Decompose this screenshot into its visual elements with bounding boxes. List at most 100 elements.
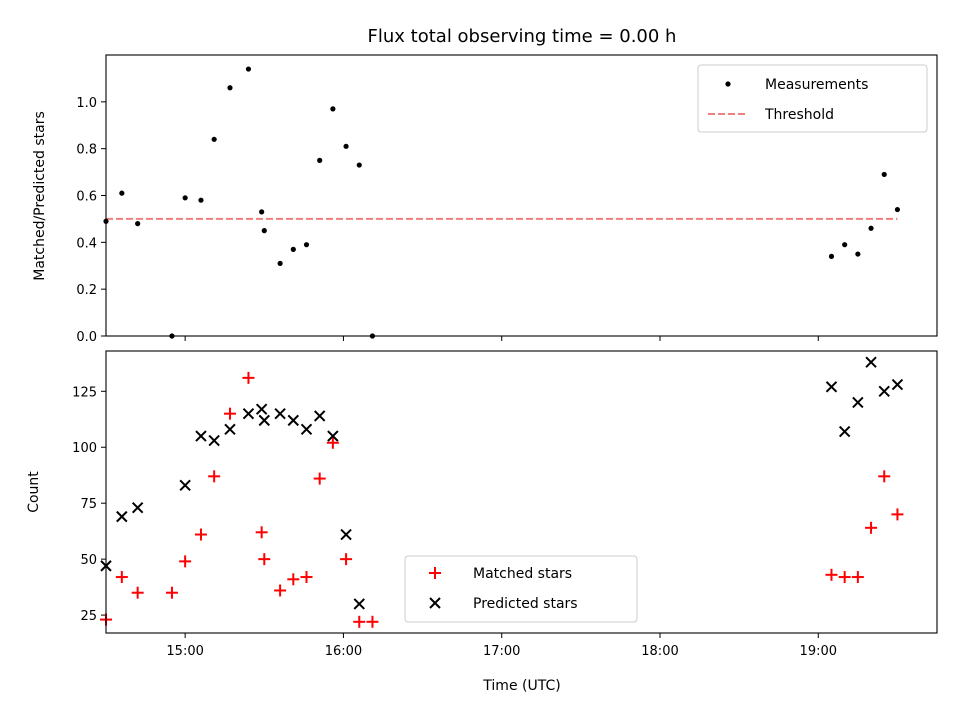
matched-star-point [838,571,851,584]
measurement-point [119,190,125,196]
bottom-plot-area [100,356,904,628]
predicted-star-point [865,356,877,368]
legend-label-predicted-stars: Predicted stars [473,596,578,612]
matched-star-point [340,553,353,566]
predicted-star-point [255,403,268,415]
measurement-point [855,251,861,257]
predicted-star-point [224,423,236,436]
y-tick-label: 0.0 [76,330,97,345]
predicted-star-point [242,407,255,420]
matched-star-point [165,586,178,599]
matched-star-point [891,508,904,521]
matched-star-point [258,553,271,566]
measurement-point [868,225,874,231]
predicted-star-point [274,407,286,420]
x-tick-label: 15:00 [166,644,203,659]
y-tick-label: 50 [80,553,97,568]
matched-star-point [208,470,221,483]
legend-marker-matched-stars [429,567,441,579]
matched-star-point [194,528,207,541]
legend-marker-measurements [725,81,731,87]
matched-star-point [366,615,379,628]
y-tick-label: 0.2 [76,283,97,298]
predicted-star-point [353,598,365,610]
matched-star-point [115,571,128,584]
matched-star-point [326,436,339,449]
measurement-point [303,242,310,248]
x-tick-label: 19:00 [800,644,837,659]
matched-star-point [131,586,144,599]
y-tick-label: 125 [72,385,97,400]
predicted-star-point [891,378,904,391]
y-tick-label: 0.8 [76,143,97,158]
predicted-star-point [878,385,890,397]
matched-star-point [255,526,268,539]
top-y-axis-label: Matched/Predicted stars [32,111,48,281]
legend-label-measurements: Measurements [765,77,868,93]
x-axis-label: Time (UTC) [482,678,560,694]
measurement-point [290,246,296,252]
predicted-star-point [287,414,300,427]
measurement-point [182,195,188,201]
measurement-point [828,253,835,259]
top-legend: Measurements Threshold [697,64,928,133]
measurement-point [259,209,265,215]
predicted-star-point [131,501,144,514]
predicted-star-point [340,528,352,541]
bottom-axis-ticks: 25 50 75 100 125 15:00 16:00 17:00 18:00 19:00 [72,385,837,659]
matched-star-point [287,573,300,586]
predicted-star-point [116,510,128,523]
measurement-point [330,106,336,112]
chart-title: Flux total observing time = 0.00 h [368,26,677,47]
y-tick-label: 25 [80,609,97,624]
matched-star-point [300,571,313,584]
x-tick-label: 18:00 [641,644,678,659]
predicted-star-point [208,434,220,447]
y-tick-label: 0.6 [76,190,97,205]
legend-label-matched-stars: Matched stars [473,566,572,582]
top-axis-ticks: 0.0 0.2 0.4 0.6 0.8 1.0 [76,96,819,345]
predicted-star-point [313,410,326,422]
measurement-point [894,206,901,213]
predicted-star-point [838,425,851,438]
measurement-point [317,157,323,163]
measurement-point [842,242,848,248]
measurement-point [356,162,362,168]
measurement-point [198,197,204,203]
predicted-star-point [825,381,838,393]
bottom-y-axis-label: Count [26,471,42,513]
measurement-point [245,66,252,72]
top-axes-frame [105,54,938,337]
y-tick-label: 0.4 [76,236,97,251]
top-panel: 0.0 0.2 0.4 0.6 0.8 1.0 Matched/Predicted sta… [32,54,938,345]
matched-star-point [223,407,236,420]
predicted-star-point [179,479,191,491]
x-tick-label: 17:00 [483,644,520,659]
measurement-point [261,228,267,234]
matched-star-point [179,555,192,568]
measurement-point [277,260,283,267]
y-tick-label: 100 [72,441,97,456]
predicted-star-point [300,423,313,436]
bottom-panel: 25 50 75 100 125 15:00 16:00 17:00 18:00 19:00 Co… [26,350,938,694]
predicted-star-point [195,430,207,442]
matched-star-point [878,470,891,483]
matched-star-point [851,571,864,584]
x-tick-label: 16:00 [325,644,362,659]
matched-star-point [825,568,838,581]
matched-star-point [313,472,326,485]
y-tick-label: 75 [80,497,97,512]
predicted-star-point [327,430,339,442]
measurement-point [135,221,141,227]
predicted-star-point [258,414,270,427]
matched-star-point [865,521,878,534]
matched-star-point [274,584,287,597]
bottom-legend: Matched stars Predicted stars [404,555,638,623]
measurement-point [211,136,217,142]
measurement-point [343,143,349,149]
measurement-point [227,85,233,91]
bottom-axes-frame [105,350,938,634]
predicted-star-point [852,396,864,409]
matched-star-point [242,371,255,384]
